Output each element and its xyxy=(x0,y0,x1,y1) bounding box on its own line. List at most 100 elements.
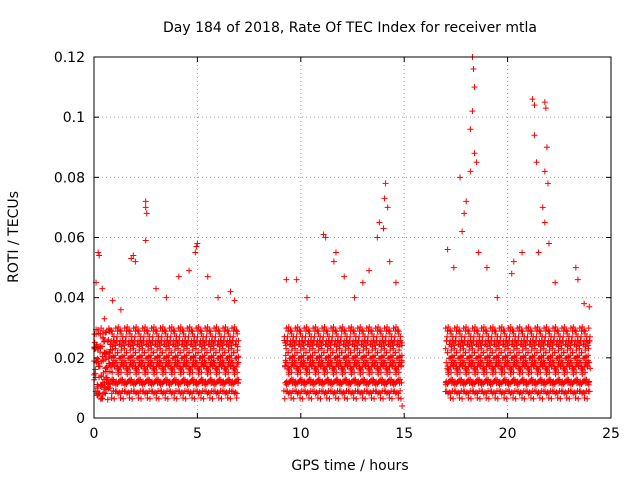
data-point xyxy=(186,363,193,370)
data-point xyxy=(501,328,508,335)
data-point xyxy=(222,379,229,386)
data-point xyxy=(398,342,405,349)
data-point xyxy=(341,327,348,334)
data-point xyxy=(566,395,573,402)
data-point xyxy=(578,333,585,340)
data-point xyxy=(149,359,156,366)
data-point xyxy=(212,333,219,340)
data-point xyxy=(189,328,196,335)
data-point xyxy=(533,159,540,166)
data-point xyxy=(521,395,528,402)
data-point xyxy=(470,359,477,366)
data-point xyxy=(374,363,381,370)
y-tick-label: 0.08 xyxy=(54,170,85,186)
data-point xyxy=(568,359,575,366)
data-point xyxy=(338,363,345,370)
data-point xyxy=(338,333,345,340)
data-point xyxy=(130,345,137,352)
data-point xyxy=(193,359,200,366)
data-point xyxy=(518,395,525,402)
data-point xyxy=(560,363,567,370)
data-point xyxy=(168,363,175,370)
data-point xyxy=(281,395,288,402)
data-point xyxy=(555,343,562,350)
data-point xyxy=(492,328,499,335)
x-tick-label: 5 xyxy=(193,426,202,442)
data-point xyxy=(98,373,105,380)
data-point xyxy=(347,363,354,370)
data-point xyxy=(543,144,550,151)
axis-ticks: 0 5 10 15 20 25 0 0.02 0.04 0.06 0.08 0.1 0.12 xyxy=(54,50,620,442)
data-point xyxy=(180,343,187,350)
data-point xyxy=(310,359,317,366)
data-point xyxy=(297,328,304,335)
data-point xyxy=(581,300,588,307)
data-point xyxy=(186,349,193,356)
data-point xyxy=(100,357,107,364)
data-point xyxy=(367,327,374,334)
data-point xyxy=(572,327,579,334)
data-point xyxy=(133,379,140,386)
data-point xyxy=(394,327,401,334)
data-point xyxy=(397,376,404,383)
data-point xyxy=(398,379,405,386)
y-tick-label: 0.06 xyxy=(54,231,85,247)
data-point xyxy=(166,345,173,352)
data-point xyxy=(442,345,449,352)
data-point xyxy=(115,324,122,331)
data-point xyxy=(510,343,517,350)
data-point xyxy=(365,333,372,340)
data-point xyxy=(448,369,455,376)
data-point xyxy=(225,369,232,376)
data-point xyxy=(444,363,451,370)
data-point xyxy=(328,359,335,366)
data-point xyxy=(445,379,452,386)
data-point xyxy=(471,84,478,91)
data-point xyxy=(380,395,387,402)
data-point xyxy=(371,395,378,402)
data-point xyxy=(563,327,570,334)
data-point xyxy=(373,333,380,340)
y-tick-label: 0.04 xyxy=(54,291,85,307)
data-point xyxy=(351,294,358,301)
data-point xyxy=(317,395,324,402)
data-point xyxy=(381,195,388,202)
data-point xyxy=(519,249,526,256)
data-point xyxy=(454,379,461,386)
data-point xyxy=(542,363,549,370)
data-point xyxy=(533,349,540,356)
data-point xyxy=(569,349,576,356)
data-point xyxy=(126,328,133,335)
data-point xyxy=(233,363,240,370)
data-point xyxy=(353,395,360,402)
data-point xyxy=(528,369,535,376)
data-point xyxy=(586,337,593,344)
data-point xyxy=(304,294,311,301)
data-point xyxy=(561,324,568,331)
data-point xyxy=(375,324,382,331)
data-point xyxy=(329,333,336,340)
data-point xyxy=(109,343,116,350)
data-point xyxy=(154,343,161,350)
data-point xyxy=(204,273,211,280)
data-point xyxy=(305,395,312,402)
data-point xyxy=(194,333,201,340)
data-point xyxy=(531,132,538,139)
data-point xyxy=(218,395,225,402)
data-point xyxy=(545,395,552,402)
data-point xyxy=(288,343,295,350)
data-point xyxy=(175,359,182,366)
data-point xyxy=(150,363,157,370)
data-point xyxy=(540,345,547,352)
data-point xyxy=(519,343,526,350)
data-point xyxy=(510,258,517,265)
data-point xyxy=(533,363,540,370)
data-point xyxy=(470,66,477,73)
data-point xyxy=(395,328,402,335)
data-point xyxy=(209,395,216,402)
data-point xyxy=(288,328,295,335)
data-point xyxy=(195,349,202,356)
data-point xyxy=(315,343,322,350)
data-point xyxy=(587,365,594,372)
data-point xyxy=(383,349,390,356)
